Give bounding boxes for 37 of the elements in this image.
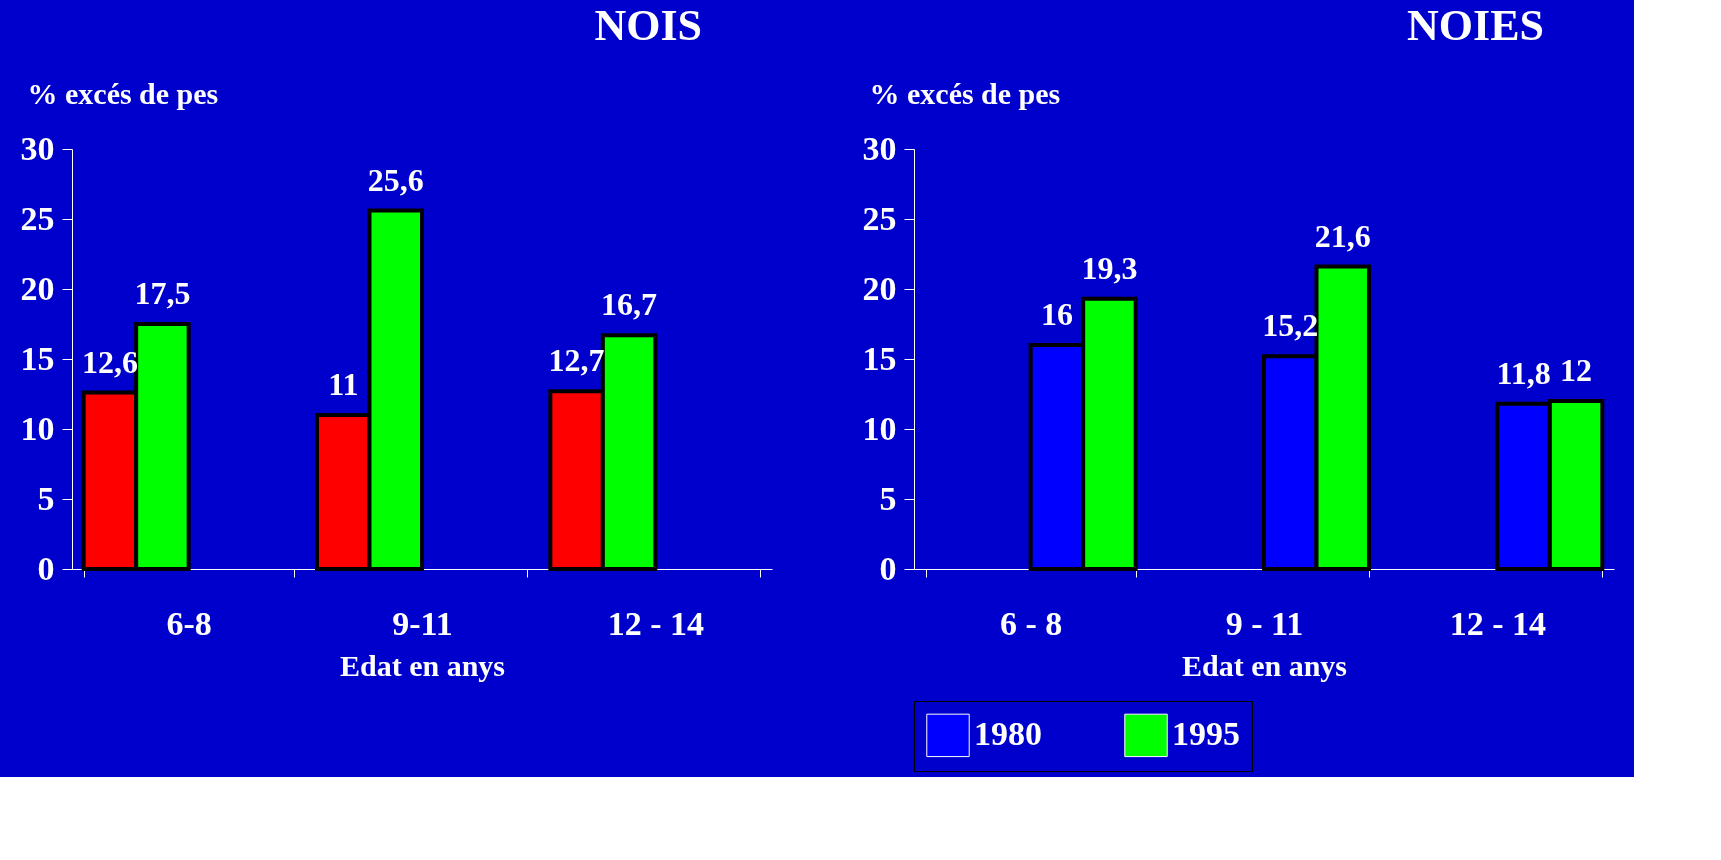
y-tick-label: 5 (879, 479, 897, 517)
legend-label: 1980 (974, 715, 1042, 753)
x-axis-title: Edat en anys (1181, 648, 1348, 682)
y-tick-label: 10 (20, 409, 55, 447)
x-tick-label: 12 - 14 (1449, 604, 1546, 642)
x-axis-title: Edat en anys (339, 648, 506, 682)
data-label: 12 (1560, 352, 1593, 388)
y-tick-label: 0 (37, 549, 55, 587)
y-tick-label: 5 (37, 479, 55, 517)
legend-label: 1995 (1172, 715, 1240, 753)
y-tick-label: 30 (862, 129, 897, 167)
y-tick-label: 30 (20, 129, 55, 167)
data-label: 11,8 (1496, 354, 1551, 391)
x-tick-label: 6 - 8 (1000, 604, 1063, 642)
chart-title: NOIES (1407, 1, 1544, 50)
data-label: 19,3 (1081, 249, 1138, 286)
chart-title: NOIS (594, 1, 702, 50)
y-tick-label: 15 (862, 339, 897, 377)
data-label: 21,6 (1314, 217, 1371, 254)
x-tick-label: 9-11 (392, 604, 453, 642)
y-tick-label: 0 (879, 549, 897, 587)
data-label: 11 (328, 366, 359, 402)
data-label: 25,6 (367, 161, 424, 198)
data-label: 16,7 (601, 286, 658, 323)
data-label: 16 (1040, 296, 1073, 332)
y-tick-label: 10 (862, 409, 897, 447)
y-tick-label: 25 (862, 199, 897, 237)
x-tick-label: 6-8 (166, 604, 212, 642)
data-label: 17,5 (134, 275, 191, 311)
y-axis-title: % excés de pes (27, 76, 219, 110)
y-tick-label: 20 (862, 269, 897, 307)
y-tick-label: 25 (20, 199, 55, 237)
y-tick-label: 20 (20, 269, 55, 307)
y-tick-label: 15 (20, 339, 55, 377)
x-tick-label: 12 - 14 (607, 604, 704, 642)
x-tick-label: 9 - 11 (1225, 604, 1304, 642)
y-axis-title: % excés de pes (869, 76, 1061, 110)
